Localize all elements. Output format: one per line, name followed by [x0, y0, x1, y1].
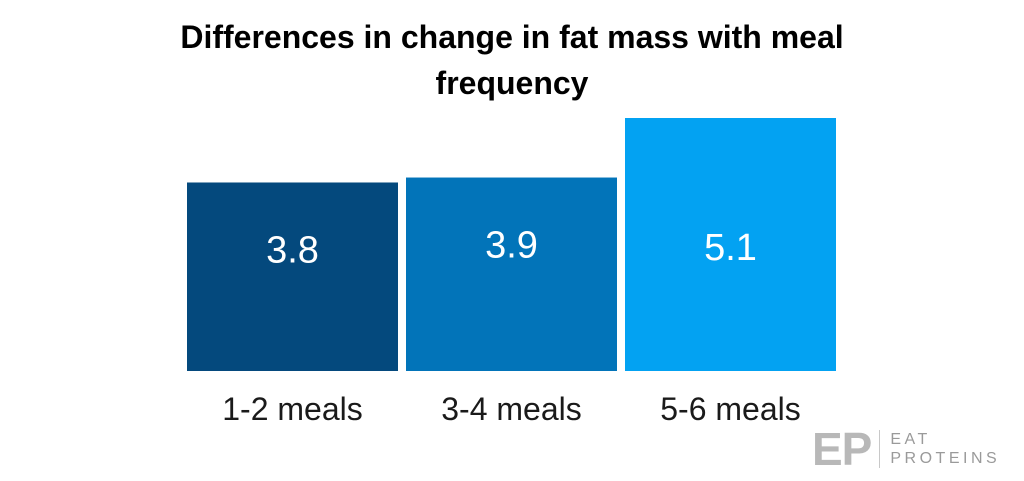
- chart-title-line-2: frequency: [435, 65, 589, 101]
- chart-title: Differences in change in fat mass with m…: [0, 14, 1024, 106]
- bar-2: [406, 177, 617, 371]
- logo-text-line-1: EAT: [890, 431, 931, 448]
- bar-value-label-2: 3.9: [485, 225, 538, 267]
- bar-1: [187, 182, 398, 371]
- logo-wordmark: EAT PROTEINS: [890, 430, 1000, 468]
- category-label-1: 1-2 meals: [222, 391, 363, 427]
- eat-proteins-logo: EP EAT PROTEINS: [812, 426, 1000, 472]
- chart-title-line-1: Differences in change in fat mass with m…: [180, 19, 844, 55]
- bar-value-label-1: 3.8: [266, 229, 319, 271]
- category-label-2: 3-4 meals: [441, 391, 582, 427]
- logo-text-line-2: PROTEINS: [890, 450, 1001, 467]
- logo-mark: EP: [812, 423, 872, 475]
- category-label-3: 5-6 meals: [660, 391, 801, 427]
- logo-divider: [879, 430, 881, 468]
- bar-3: [625, 118, 836, 371]
- bar-value-label-3: 5.1: [704, 227, 757, 269]
